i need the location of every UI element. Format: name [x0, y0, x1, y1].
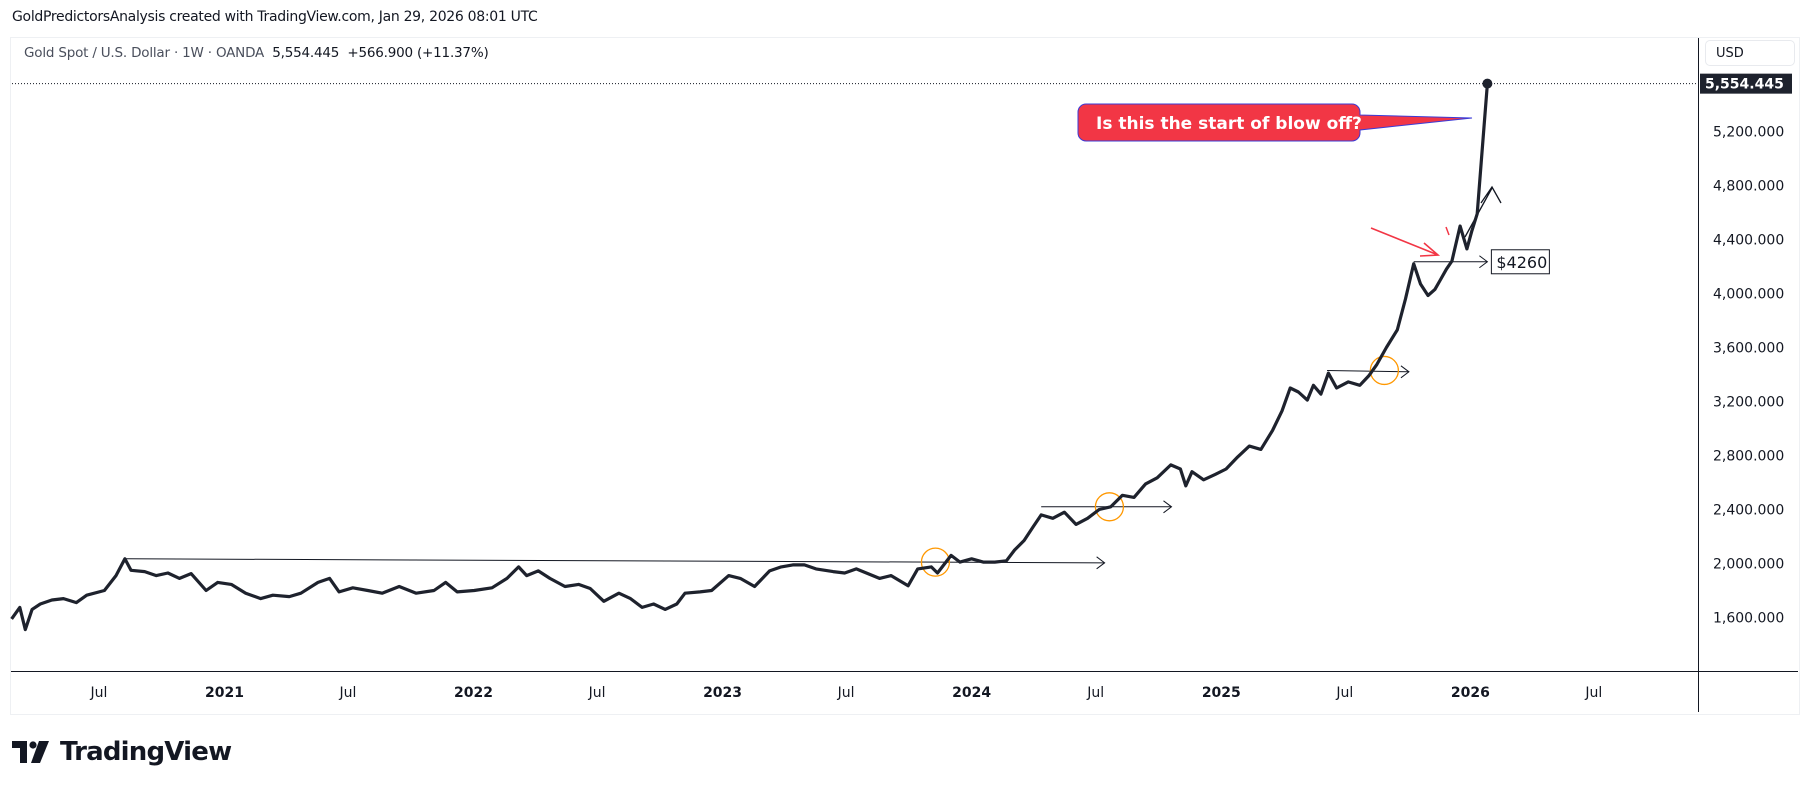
x-tick-label: 2024	[952, 685, 991, 701]
horizontal-ray[interactable]	[124, 558, 1105, 564]
y-tick-label: 4,400.000	[1713, 233, 1784, 249]
x-tick-label: Jul	[90, 685, 108, 701]
ray-arrowhead	[1400, 365, 1410, 379]
y-tick-label: 5,200.000	[1713, 125, 1784, 141]
price-label-text: $4260	[1496, 253, 1547, 272]
x-tick-label: Jul	[588, 685, 606, 701]
y-tick-label: 2,800.000	[1713, 449, 1784, 465]
last-price-value: 5,554.445	[272, 45, 340, 61]
x-tick-label: Jul	[837, 685, 855, 701]
chart-panel	[10, 37, 1800, 715]
callout-text: Is this the start of blow off?	[1096, 114, 1362, 134]
ray-arrowhead	[1479, 255, 1489, 269]
symbol-title: Gold Spot / U.S. Dollar · 1W · OANDA	[24, 45, 265, 61]
red-tick-mark	[1445, 226, 1450, 236]
highlight-circle[interactable]	[1369, 355, 1400, 386]
up-arrow-annotation[interactable]	[1464, 185, 1502, 238]
red-arrow-annotation[interactable]	[1370, 227, 1441, 257]
last-price-dot	[1482, 78, 1493, 89]
y-tick-label: 3,600.000	[1713, 341, 1784, 357]
y-tick-label: 4,000.000	[1713, 287, 1784, 303]
price-line	[10, 83, 1489, 632]
x-tick-label: 2022	[454, 685, 493, 701]
callout-annotation[interactable]: Is this the start of blow off?	[1077, 103, 1473, 142]
y-tick-label: 1,600.000	[1713, 611, 1784, 627]
ray-arrowhead	[1096, 556, 1106, 570]
currency-button[interactable]: USD	[1705, 40, 1795, 66]
tradingview-logo[interactable]: TradingView	[12, 737, 232, 767]
x-tick-label: 2025	[1202, 685, 1241, 701]
horizontal-ray[interactable]	[1327, 369, 1409, 373]
x-tick-label: Jul	[1086, 685, 1104, 701]
y-tick-label: 2,000.000	[1713, 557, 1784, 573]
x-tick-label: Jul	[1584, 685, 1602, 701]
x-tick-label: 2021	[205, 685, 244, 701]
symbol-legend: Gold Spot / U.S. Dollar · 1W · OANDA 5,5…	[24, 45, 489, 61]
x-tick-label: 2023	[703, 685, 742, 701]
y-tick-label: 3,200.000	[1713, 395, 1784, 411]
ray-arrowhead	[1163, 500, 1173, 514]
highlight-circle[interactable]	[920, 547, 951, 577]
x-tick-label: Jul	[339, 685, 357, 701]
highlight-circle[interactable]	[1094, 492, 1125, 522]
price-label-box	[1490, 249, 1550, 275]
tradingview-logo-text: TradingView	[60, 737, 232, 767]
last-price-tag-text: 5,554.445	[1705, 77, 1784, 93]
x-tick-label: 2026	[1451, 685, 1490, 701]
callout-bubble	[1077, 103, 1473, 142]
y-tick-label: 2,400.000	[1713, 503, 1784, 519]
last-price-tag	[1700, 73, 1792, 94]
tradingview-logo-icon	[12, 741, 49, 763]
price-change: +566.900 (+11.37%)	[347, 45, 489, 61]
x-tick-label: Jul	[1335, 685, 1353, 701]
chart-credit: GoldPredictorsAnalysis created with Trad…	[12, 9, 538, 25]
y-tick-label: 4,800.000	[1713, 179, 1784, 195]
